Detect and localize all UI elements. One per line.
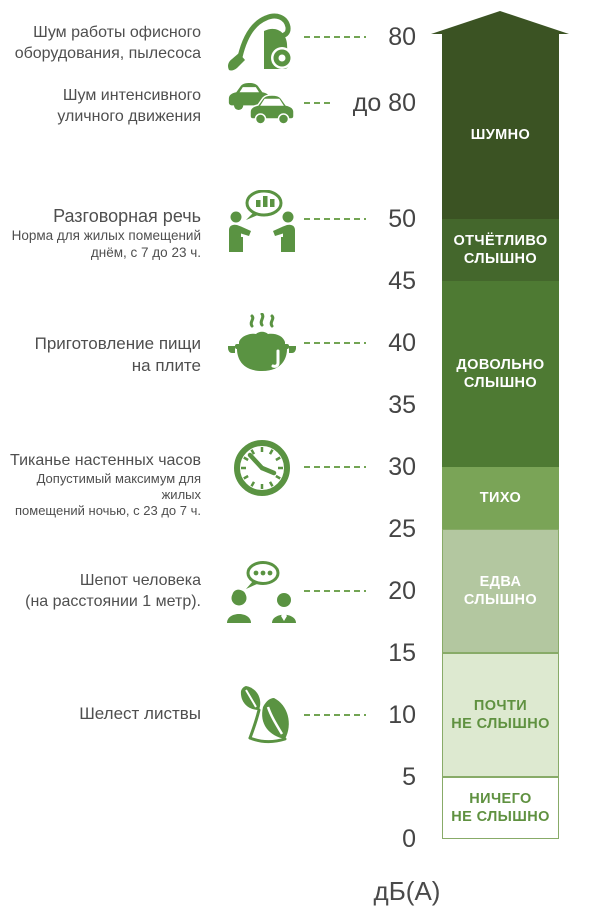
zone-nothing-audible: НИЧЕГО НЕ СЛЫШНО <box>442 777 559 839</box>
label-line: Шепот человека <box>79 572 201 589</box>
zone-fairly-audible: ДОВОЛЬНО СЛЫШНО <box>442 281 559 467</box>
zone-quiet: ТИХО <box>442 467 559 529</box>
label-line: уличного движения <box>57 108 201 125</box>
zone-label-line: ЕДВА СЛЫШНО <box>463 574 538 608</box>
label-line: оборудования, пылесоса <box>14 45 201 62</box>
zone-label-line: ПОЧТИ <box>473 698 528 714</box>
zone-label-line: СЛЫШНО <box>463 251 538 267</box>
label-subtitle-line: помещений ночью, с 23 до 7 ч. <box>14 503 201 518</box>
dash-connector-40 <box>304 342 366 344</box>
tick-50: 50 <box>388 205 416 233</box>
label-subtitle-line: Допустимый максимум для жилых <box>36 471 201 502</box>
dash-connector-20 <box>304 590 366 592</box>
conversation-icon <box>226 190 298 254</box>
label-line: (на расстоянии 1 метр). <box>25 593 201 610</box>
zone-label-line: НИЧЕГО <box>469 791 532 807</box>
dash-connector-50 <box>304 218 366 220</box>
tick-40: 40 <box>388 329 416 357</box>
tick-35: 35 <box>388 391 416 419</box>
dash-connector-10 <box>304 714 366 716</box>
zone-label-line: СЛЫШНО <box>463 375 538 391</box>
decibel-scale-bar: ШУМНО ОТЧЁТЛИВО СЛЫШНО ДОВОЛЬНО СЛЫШНО Т… <box>442 34 559 839</box>
leaves-icon <box>226 680 298 744</box>
zone-label-line: ДОВОЛЬНО <box>456 357 545 373</box>
source-label-whisper: Шепот человека (на расстоянии 1 метр). <box>0 570 201 612</box>
label-line: на плите <box>131 356 201 375</box>
zone-almost-inaudible: ПОЧТИ НЕ СЛЫШНО <box>442 653 559 777</box>
dash-connector-80 <box>304 36 366 38</box>
clock-icon <box>226 436 298 500</box>
source-label-conversation: Разговорная речь Норма для жилых помещен… <box>0 205 201 261</box>
tick-45: 45 <box>388 267 416 295</box>
tick-0: 0 <box>402 825 416 853</box>
zone-noisy: ШУМНО <box>442 34 559 219</box>
tick-5: 5 <box>402 763 416 791</box>
zone-label-line: ШУМНО <box>470 126 531 143</box>
cars-icon <box>226 71 298 135</box>
tick-do-80: до 80 <box>352 89 416 117</box>
zone-label-line: ТИХО <box>479 490 522 506</box>
source-label-traffic: Шум интенсивного уличного движения <box>0 85 201 127</box>
label-line: Приготовление пищи <box>34 334 201 353</box>
arrow-up-icon <box>431 11 569 34</box>
dash-connector-30 <box>304 466 366 468</box>
tick-80: 80 <box>388 23 416 51</box>
label-title: Разговорная речь <box>53 206 201 226</box>
tick-15: 15 <box>388 639 416 667</box>
tick-10: 10 <box>388 701 416 729</box>
zone-clearly-audible: ОТЧЁТЛИВО СЛЫШНО <box>442 219 559 281</box>
label-subtitle-line: Норма для жилых помещений <box>11 228 201 243</box>
label-title: Тиканье настенных часов <box>10 452 201 469</box>
label-subtitle-line: днём, с 7 до 23 ч. <box>90 244 201 260</box>
zone-barely-audible: ЕДВА СЛЫШНО <box>442 529 559 653</box>
zone-label-line: НЕ СЛЫШНО <box>451 716 550 732</box>
zone-label-line: НЕ СЛЫШНО <box>451 809 550 825</box>
axis-unit-label: дБ(А) <box>373 876 441 906</box>
cooking-pot-icon <box>226 313 298 377</box>
source-label-office-vacuum: Шум работы офисного оборудования, пылесо… <box>0 22 201 64</box>
source-label-cooking: Приготовление пищи на плите <box>0 333 201 377</box>
label-line: Шум интенсивного <box>62 87 201 104</box>
source-label-leaves: Шелест листвы <box>0 703 201 725</box>
dash-connector-do-80 <box>304 102 330 104</box>
label-line: Шелест листвы <box>79 704 201 723</box>
tick-25: 25 <box>388 515 416 543</box>
source-label-clock: Тиканье настенных часов Допустимый макси… <box>0 450 201 519</box>
tick-20: 20 <box>388 577 416 605</box>
whisper-icon <box>226 560 298 624</box>
vacuum-icon <box>226 7 298 71</box>
zone-label-line: ОТЧЁТЛИВО <box>453 233 548 249</box>
tick-30: 30 <box>388 453 416 481</box>
label-line: Шум работы офисного <box>33 24 201 41</box>
